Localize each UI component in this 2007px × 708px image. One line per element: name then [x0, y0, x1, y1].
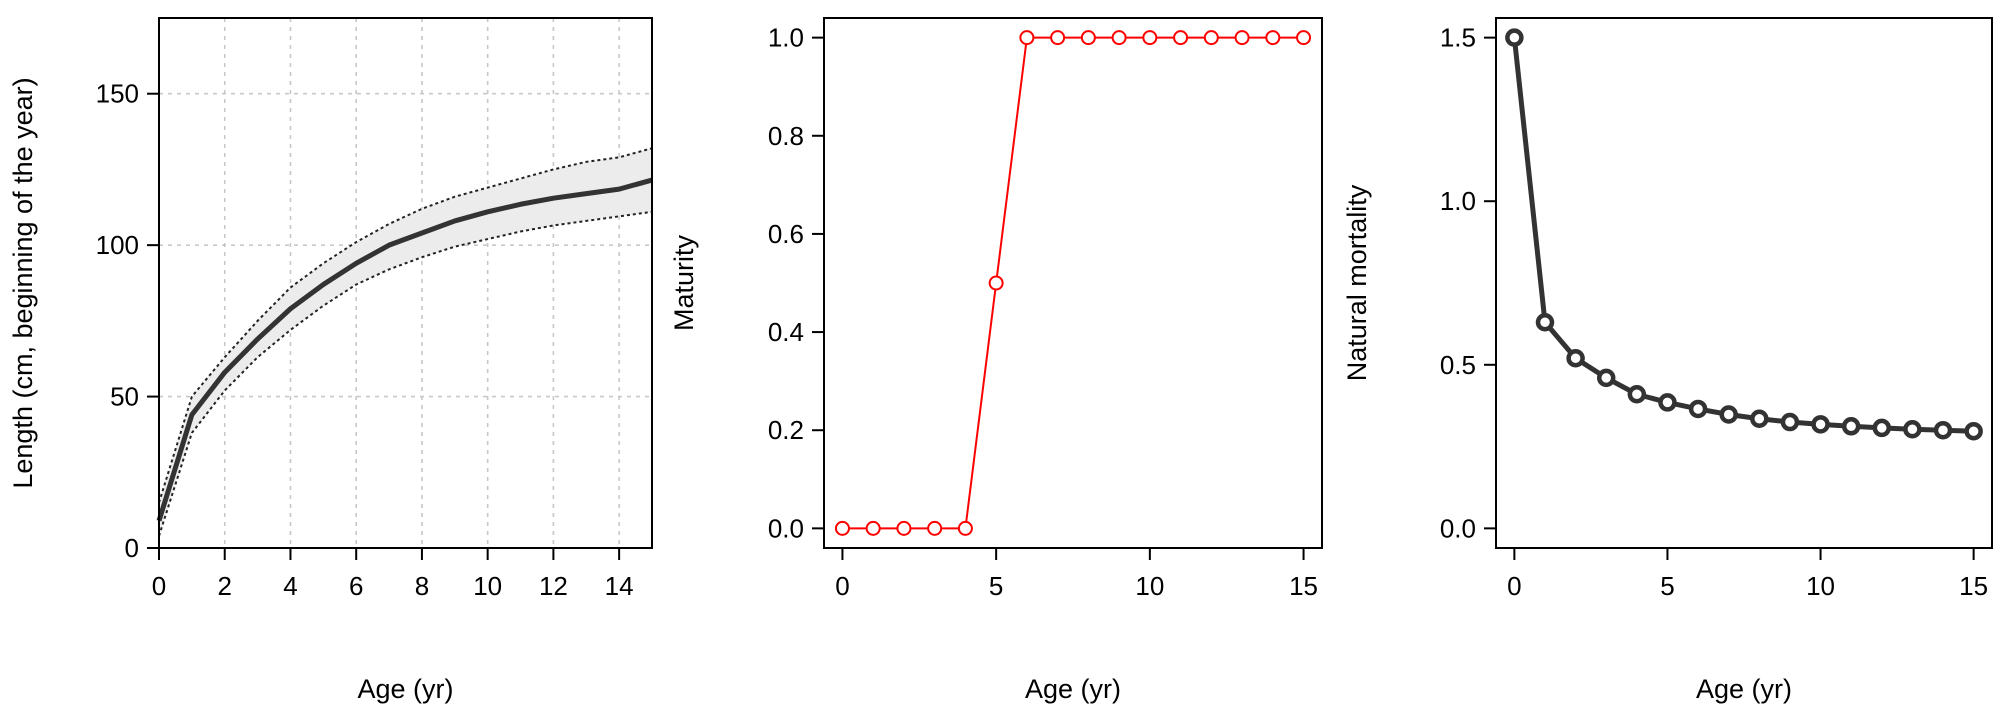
x-axis-title: Age (yr) — [357, 674, 453, 704]
x-tick-label: 10 — [1135, 571, 1164, 601]
x-tick-label: 8 — [415, 571, 429, 601]
data-point — [834, 520, 850, 536]
y-tick-label: 1.0 — [768, 23, 804, 53]
data-point — [1080, 30, 1096, 46]
natural-mortality-panel: 0 5 10 15 0.0 0.5 1.0 1.5 Age (yr) Natural mortal… — [1342, 17, 1993, 704]
x-tick-label: 2 — [217, 571, 231, 601]
data-point — [1903, 419, 1922, 439]
x-tick-label: 10 — [473, 571, 502, 601]
data-point — [1234, 30, 1250, 46]
data-point — [1841, 417, 1861, 436]
series-mean-line — [156, 177, 653, 522]
data-point — [1535, 313, 1555, 332]
confidence-band — [159, 148, 652, 536]
data-point — [1173, 30, 1189, 46]
x-tick-label: 0 — [835, 571, 849, 601]
x-tick-label: 0 — [1507, 571, 1521, 601]
x-axis-title: Age (yr) — [1025, 674, 1121, 704]
data-point — [1811, 415, 1830, 434]
data-point — [1872, 418, 1892, 438]
data-point — [1719, 405, 1738, 424]
y-tick-label: 0.0 — [1440, 513, 1476, 543]
data-point — [1203, 30, 1219, 46]
y-tick-label: 0.6 — [768, 219, 804, 249]
data-point — [1566, 348, 1585, 368]
series-maturity-line — [842, 36, 1304, 530]
x-tick-label: 0 — [152, 571, 166, 601]
data-point — [1780, 412, 1800, 432]
y-tick-label: 0.0 — [768, 513, 804, 543]
series-lower-line — [158, 210, 653, 537]
y-tick-label: 0.5 — [1440, 350, 1476, 380]
length-at-age-panel: 0 2 4 6 8 10 12 14 0 50 100 150 Age (yr) Length (cm, … — [8, 17, 653, 704]
data-point — [896, 520, 912, 536]
plot-frame — [158, 17, 653, 549]
data-point — [1265, 30, 1281, 46]
y-axis-title: Length (cm, beginning of the year) — [8, 77, 38, 488]
data-point — [1596, 368, 1616, 388]
data-point — [1964, 421, 1983, 441]
data-point — [1505, 28, 1524, 47]
data-point — [1933, 420, 1953, 440]
data-point — [927, 520, 943, 536]
y-axis-title: Maturity — [669, 234, 699, 331]
data-point — [1627, 384, 1647, 404]
x-axis-title: Age (yr) — [1696, 674, 1792, 704]
y-tick-label: 1.5 — [1440, 23, 1476, 53]
plot-frame — [1495, 17, 1993, 549]
data-point — [988, 275, 1004, 291]
data-point — [1111, 30, 1127, 46]
data-point — [1296, 30, 1312, 46]
maturity-panel: 0 5 10 15 0.0 0.2 0.4 0.6 0.8 1.0 Age (yr) Maturity — [669, 17, 1323, 704]
y-tick-label: 0 — [125, 533, 139, 563]
y-tick-label: 1.0 — [1440, 186, 1476, 216]
data-point — [1688, 399, 1708, 419]
data-point — [1019, 30, 1035, 46]
y-tick-label: 0.2 — [768, 415, 804, 445]
series-upper-line — [158, 147, 653, 503]
plot-frame — [823, 17, 1323, 549]
data-point — [865, 520, 881, 536]
data-point — [1142, 30, 1158, 46]
y-tick-label: 150 — [96, 79, 139, 109]
y-tick-label: 0.4 — [768, 317, 804, 347]
x-tick-label: 10 — [1806, 571, 1835, 601]
y-tick-label: 100 — [96, 230, 139, 260]
series-mortality-line — [1511, 37, 1974, 434]
x-tick-label: 14 — [605, 571, 634, 601]
data-point — [957, 520, 973, 536]
data-point — [1658, 393, 1677, 412]
data-point — [1050, 30, 1066, 46]
x-tick-label: 6 — [349, 571, 363, 601]
x-tick-label: 15 — [1289, 571, 1318, 601]
x-tick-label: 5 — [989, 571, 1003, 601]
y-tick-label: 0.8 — [768, 121, 804, 151]
x-tick-label: 12 — [539, 571, 568, 601]
x-tick-label: 5 — [1660, 571, 1674, 601]
data-point — [1750, 409, 1769, 429]
y-tick-label: 50 — [110, 382, 139, 412]
y-axis-title: Natural mortality — [1342, 184, 1372, 381]
x-tick-label: 4 — [283, 571, 297, 601]
x-tick-label: 15 — [1959, 571, 1988, 601]
